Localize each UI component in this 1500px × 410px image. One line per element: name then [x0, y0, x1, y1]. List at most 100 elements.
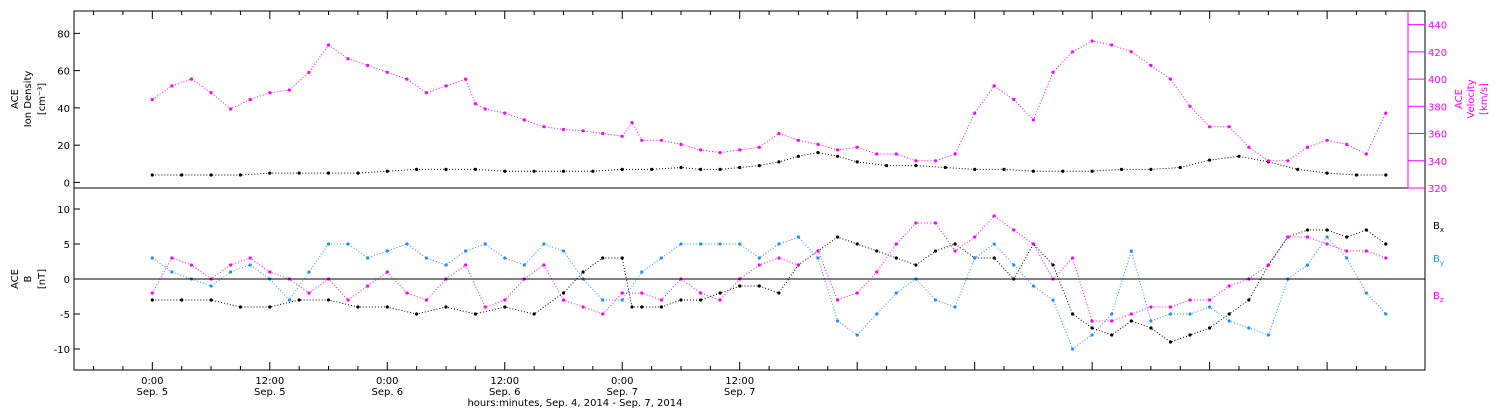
- density-series-point: [679, 165, 683, 170]
- bz-series-point: [385, 270, 389, 274]
- density-series-point: [1061, 169, 1065, 173]
- x-axis-title: hours:minutes, Sep. 4, 2014 - Sep. 7, 20…: [467, 398, 682, 409]
- bx-series-point: [1247, 298, 1251, 302]
- xtick-date-label: Sep. 5: [137, 387, 169, 398]
- velocity-series-point: [1188, 104, 1192, 108]
- xtick-date-label: Sep. 7: [606, 387, 638, 398]
- density-series-point: [1237, 154, 1241, 158]
- density-series-point: [1296, 167, 1300, 171]
- xtick-date-label: Sep. 6: [371, 387, 403, 398]
- bx-series-point: [532, 312, 536, 316]
- by-series-point: [1384, 312, 1388, 316]
- data-layer: [150, 39, 1388, 351]
- velocity-series-point: [581, 129, 585, 133]
- density-series-point: [738, 165, 742, 170]
- velocity-series-point: [189, 77, 194, 81]
- legend-by: By: [1433, 254, 1444, 267]
- by-series: [150, 235, 1388, 351]
- bottom-ytick-label: -10: [54, 345, 70, 356]
- velocity-series: [150, 39, 1388, 163]
- by-series-point: [601, 298, 605, 302]
- velocity-series-point: [796, 138, 801, 142]
- bz-series: [150, 214, 1388, 323]
- velocity-series-point: [816, 142, 820, 146]
- bz-series-point: [1286, 235, 1290, 239]
- density-series-point: [444, 167, 448, 171]
- velocity-series-point: [630, 121, 634, 125]
- velocity-series-point: [1208, 125, 1212, 129]
- density-series-point: [1090, 169, 1094, 173]
- bx-series-point: [620, 256, 624, 260]
- density-series-point: [591, 169, 595, 173]
- by-series-point: [679, 242, 683, 246]
- bx-series-point: [503, 305, 507, 309]
- velocity-series-point: [875, 152, 879, 156]
- velocity-series-point: [620, 134, 624, 138]
- top-ylabel-line3: [cm⁻³]: [37, 83, 48, 115]
- velocity-series-point: [757, 145, 761, 149]
- velocity-series-point: [1266, 159, 1270, 163]
- xtick-date-label: Sep. 6: [489, 387, 521, 398]
- density-series-point: [816, 151, 820, 155]
- bx-series-point: [1227, 312, 1231, 316]
- bz-series-trace: [151, 215, 1386, 322]
- bx-series-point: [356, 305, 360, 309]
- bx-series-trace: [152, 229, 1387, 343]
- by-series-point: [1129, 249, 1133, 253]
- bz-series-point: [1071, 256, 1075, 260]
- bz-series-point: [1364, 249, 1368, 253]
- xtick-time-label: 12:00: [725, 376, 754, 387]
- top-panel-frame: [73, 10, 1426, 189]
- xtick-time-label: 12:00: [255, 376, 284, 387]
- bottom-ytick-label: -5: [60, 310, 70, 321]
- right-ytick-label: 400: [1428, 75, 1447, 86]
- xtick-date-label: Sep. 5: [254, 387, 286, 398]
- velocity-series-point: [1286, 159, 1290, 163]
- bz-series-point: [405, 291, 409, 295]
- bottom-ylabel-line2: B: [23, 275, 34, 282]
- by-series-point: [1325, 235, 1329, 239]
- bx-series-point: [473, 312, 477, 316]
- by-series-point: [248, 263, 252, 267]
- velocity-series-point: [679, 142, 683, 146]
- velocity-series-point: [307, 70, 311, 74]
- velocity-series-trace: [152, 40, 1387, 162]
- velocity-series-point: [718, 151, 722, 155]
- bottom-ytick-label: 0: [64, 275, 70, 286]
- top-ylabel-line2: Ion Density: [23, 71, 34, 128]
- velocity-series-point: [1071, 50, 1075, 54]
- density-series: [150, 151, 1388, 177]
- density-series-point: [326, 171, 331, 175]
- bz-series-point: [1345, 249, 1349, 253]
- bx-series-point: [238, 305, 242, 309]
- bottom-ytick-label: 10: [57, 205, 70, 216]
- bz-series-point: [757, 263, 761, 267]
- bz-series-point: [1325, 242, 1329, 246]
- right-ytick-label: 420: [1428, 48, 1447, 59]
- bottom-ytick-label: 5: [64, 240, 70, 251]
- bz-series-point: [542, 263, 546, 267]
- density-series-point: [620, 167, 624, 171]
- xtick-time-label: 0:00: [376, 376, 398, 387]
- density-series-point: [796, 154, 801, 158]
- by-series-point: [659, 256, 664, 260]
- xtick-date-label: Sep. 7: [724, 387, 756, 398]
- top-ytick-label: 40: [57, 104, 70, 115]
- right-ytick-label: 440: [1428, 21, 1447, 32]
- velocity-series-point: [1345, 142, 1349, 146]
- bz-series-point: [464, 263, 468, 267]
- velocity-series-point: [1149, 63, 1153, 68]
- velocity-series-point: [1325, 138, 1329, 142]
- by-series-point: [1305, 263, 1310, 267]
- velocity-series-point: [992, 84, 996, 88]
- bz-series-point: [1090, 319, 1094, 323]
- by-series-point: [1345, 256, 1349, 260]
- density-series-point: [943, 165, 947, 170]
- bx-series-point: [209, 298, 213, 302]
- by-series-point: [1012, 263, 1016, 267]
- density-series-point: [1178, 165, 1182, 170]
- bz-series-point: [150, 291, 154, 295]
- velocity-series-point: [659, 138, 664, 142]
- right-ytick-label: 340: [1428, 157, 1447, 168]
